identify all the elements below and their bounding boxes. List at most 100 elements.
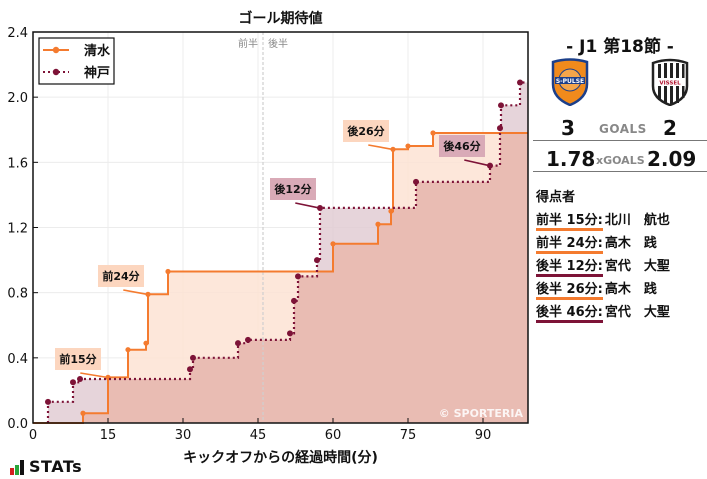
away-goals: 2 [663,116,677,140]
data-point [487,162,493,169]
svg-text:S-PULSE: S-PULSE [556,78,584,85]
data-point [413,178,419,185]
y-tick-label: 1.2 [7,222,28,237]
y-tick-label: 0.0 [7,417,28,432]
data-point [497,125,503,132]
annotation-box [270,178,316,200]
scorer-name: 宮代 大聖 [604,259,670,274]
svg-text:VISSEL: VISSEL [659,81,681,87]
legend-label: 神戸 [84,65,110,81]
goals-row: 3 GOALS 2 [533,116,707,141]
xg-label: xGOALS [596,154,645,167]
line-清水 [33,132,528,424]
goals-label: GOALS [599,122,647,136]
data-point [405,143,411,149]
stats-logo-bar-icon [15,465,19,475]
stats-brand-text: STATs [29,457,83,476]
legend-marker [52,46,60,54]
data-point [125,347,131,353]
scorer-time: 前半 24分: [536,232,603,254]
series-lines [33,79,528,424]
annotation-arrow [464,159,490,167]
vissel-crest-icon: VISSEL [651,58,689,106]
scorers-title: 得点者 [536,190,576,205]
y-tick-label: 2.4 [7,26,28,41]
annotation-arrow [123,289,148,296]
data-point [517,79,523,86]
scorer-name: 高木 践 [604,236,657,251]
home-goals: 3 [561,116,575,140]
data-point [295,273,301,280]
x-tick-label: 45 [250,428,267,443]
scorer-name: 北川 航也 [604,213,670,228]
half-time-marker: 前半 後半 [238,32,288,423]
data-point [190,354,196,361]
data-point [291,297,297,304]
x-tick-label: 30 [175,428,192,443]
scorer-time: 後半 46分: [536,301,603,323]
annotation-arrow [295,202,320,209]
x-tick-label: 75 [400,428,417,443]
data-point [388,208,394,214]
second-half-label: 後半 [268,37,288,50]
scorer-row: 後半 12分: 宮代 大聖 [536,255,670,277]
data-point [235,340,241,347]
stats-logo-bar-icon [10,468,14,475]
data-point [80,410,86,416]
matchday-title: - J1 第18節 - [566,37,674,57]
annotation-label: 前15分 [59,352,96,366]
annotation-label: 前24分 [102,269,139,283]
axes: 0 15 30 45 60 75 90 0.0 0.4 0.8 1.2 1.6 2.0 2.4 キックオフか… [7,26,529,466]
first-half-label: 前半 [238,37,258,50]
chart-title: ゴール期待値 [238,11,323,27]
data-point [498,102,504,109]
stats-logo-bar-icon [20,460,24,475]
scorer-row: 後半 46分: 宮代 大聖 [536,301,670,323]
y-tick-label: 1.6 [7,156,28,171]
home-xg: 1.78 [546,147,596,171]
y-tick-label: 2.0 [7,91,28,106]
x-tick-label: 15 [100,428,117,443]
data-point [375,221,381,227]
data-point [430,130,436,136]
annotation-box [98,265,144,287]
y-tick-label: 0.4 [7,352,28,367]
data-point [314,257,320,264]
annotation-box [55,348,101,370]
data-point [143,340,149,346]
scorer-row: 後半 26分: 高木 践 [536,278,657,300]
data-point [317,204,323,211]
annotation-box [343,120,389,142]
area-overlap [33,133,528,423]
legend-label: 清水 [84,43,111,59]
legend-marker [52,68,60,76]
data-point [165,268,171,275]
annotation-box [439,135,485,157]
scorer-time: 後半 12分: [536,255,603,277]
x-tick-label: 90 [475,428,492,443]
stats-logo: STATs [10,457,82,475]
x-tick-label: 0 [29,428,37,443]
x-tick-label: 60 [325,428,342,443]
y-tick-label: 0.8 [7,287,28,302]
line-神戸 [46,81,528,423]
data-point [390,146,396,152]
data-point [287,330,293,337]
scorer-name: 宮代 大聖 [604,305,670,320]
annotation-arrow [80,372,108,379]
scorer-row: 前半 24分: 高木 践 [536,232,657,254]
legend-box [38,37,115,85]
x-axis-label: キックオフからの経過時間(分) [183,449,378,466]
scorer-time: 前半 15分: [536,209,603,231]
annotation-arrow [368,144,393,151]
data-point [187,366,193,373]
annotation-label: 後26分 [347,124,384,138]
data-point [330,241,336,247]
annotation-label: 後46分 [443,139,480,153]
annotation-label: 後12分 [274,182,311,196]
watermark: © SPORTERIA [439,407,524,420]
data-point [70,379,76,386]
scorer-row: 前半 15分: 北川 航也 [536,209,670,231]
